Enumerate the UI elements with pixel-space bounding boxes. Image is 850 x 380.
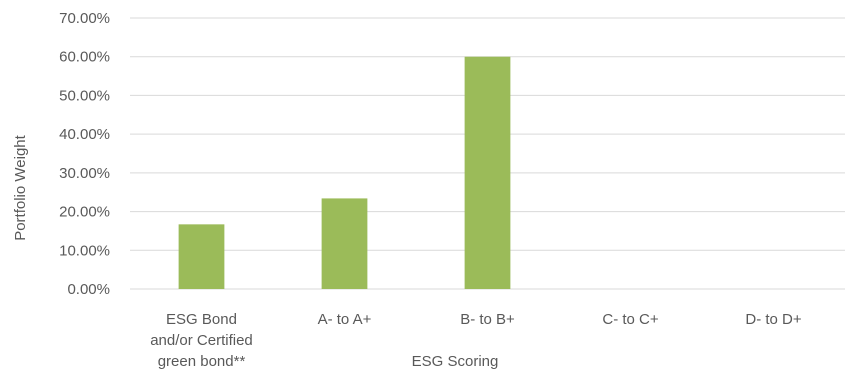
x-tick-label: B- to B+ (460, 311, 515, 328)
bar (464, 56, 511, 289)
y-tick-label: 50.00% (59, 87, 110, 104)
x-tick-label: D- to D+ (745, 311, 802, 328)
y-axis-ticks: 0.00% 10.00% 20.00% 30.00% 40.00% 50.00% 60.00… (59, 10, 110, 298)
y-tick-label: 10.00% (59, 242, 110, 259)
x-tick-label: ESG Bond and/or Certified green bond** (150, 311, 253, 370)
bars (178, 56, 511, 289)
y-axis-title: Portfolio Weight (12, 134, 29, 240)
x-tick-label: C- to C+ (602, 311, 659, 328)
x-axis-title: ESG Scoring (412, 353, 499, 370)
y-tick-label: 70.00% (59, 10, 110, 27)
y-tick-label: 60.00% (59, 49, 110, 66)
bar (178, 224, 225, 289)
x-tick-label: A- to A+ (318, 311, 372, 328)
x-axis-ticks: ESG Bond and/or Certified green bond** A- t… (150, 311, 802, 370)
y-tick-label: 30.00% (59, 165, 110, 182)
y-tick-label: 0.00% (67, 281, 110, 298)
bar (321, 198, 368, 289)
y-tick-label: 20.00% (59, 204, 110, 221)
y-tick-label: 40.00% (59, 126, 110, 143)
